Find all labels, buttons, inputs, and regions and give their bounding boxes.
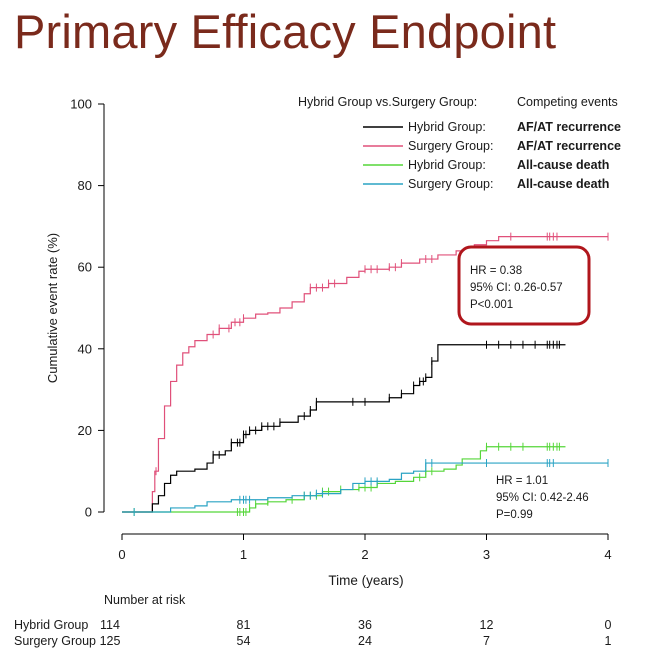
x-tick-label-3: 3 xyxy=(483,547,490,562)
risk-table-header: Number at risk xyxy=(104,593,186,607)
risk-value-0-3: 12 xyxy=(480,618,494,632)
legend: Hybrid Group vs.Surgery Group: Competing… xyxy=(298,95,621,191)
legend-group-0: Hybrid Group: xyxy=(408,120,486,134)
legend-group-1: Surgery Group: xyxy=(408,139,493,153)
y-tick-label-1: 20 xyxy=(78,423,92,438)
risk-value-0-0: 114 xyxy=(100,618,120,632)
risk-value-1-0: 125 xyxy=(100,634,121,648)
x-tick-label-0: 0 xyxy=(118,547,125,562)
hr-death-line-1: 95% CI: 0.42-2.46 xyxy=(496,492,589,504)
hr-death-line-0: HR = 1.01 xyxy=(496,475,548,487)
hr-recurrence-line-2: P<0.001 xyxy=(470,299,513,311)
legend-event-0: AF/AT recurrence xyxy=(517,120,621,134)
y-tick-label-0: 0 xyxy=(85,505,92,520)
slide-title: Primary Efficacy Endpoint xyxy=(14,5,557,58)
x-tick-label-2: 2 xyxy=(361,547,368,562)
legend-header-left: Hybrid Group vs.Surgery Group: xyxy=(298,95,477,109)
risk-row-label-surgery: Surgery Group xyxy=(14,634,96,648)
legend-header-right: Competing events xyxy=(517,95,618,109)
legend-event-3: All-cause death xyxy=(517,177,609,191)
risk-value-1-1: 54 xyxy=(237,634,251,648)
legend-group-2: Hybrid Group: xyxy=(408,158,486,172)
x-axis-label: Time (years) xyxy=(328,573,403,588)
legend-event-1: AF/AT recurrence xyxy=(517,139,621,153)
hr-death-line-2: P=0.99 xyxy=(496,509,533,521)
hr-recurrence-line-0: HR = 0.38 xyxy=(470,265,522,277)
risk-row-label-hybrid: Hybrid Group xyxy=(14,618,88,632)
risk-value-0-4: 0 xyxy=(605,618,612,632)
hr-annotation-death: HR = 1.01 95% CI: 0.42-2.46 P=0.99 xyxy=(496,475,589,521)
risk-value-0-1: 81 xyxy=(237,618,251,632)
y-tick-label-4: 80 xyxy=(78,178,92,193)
legend-entry-2: Hybrid Group: All-cause death xyxy=(363,158,609,172)
legend-group-3: Surgery Group: xyxy=(408,177,493,191)
risk-table: Number at risk Hybrid Group Surgery Grou… xyxy=(14,593,612,648)
risk-value-1-4: 1 xyxy=(605,634,612,648)
hr-recurrence-line-1: 95% CI: 0.26-0.57 xyxy=(470,282,563,294)
x-tick-label-1: 1 xyxy=(240,547,247,562)
legend-entry-1: Surgery Group: AF/AT recurrence xyxy=(363,139,621,153)
risk-value-1-2: 24 xyxy=(358,634,372,648)
y-tick-label-5: 100 xyxy=(70,97,92,112)
hr-box-outline xyxy=(457,245,591,326)
legend-entry-3: Surgery Group: All-cause death xyxy=(363,177,609,191)
hr-annotation-recurrence: HR = 0.38 95% CI: 0.26-0.57 P<0.001 xyxy=(457,245,591,326)
y-tick-label-3: 60 xyxy=(78,260,92,275)
legend-event-2: All-cause death xyxy=(517,158,609,172)
risk-values: 114 81 36 12 0 125 54 24 7 1 xyxy=(100,618,612,648)
risk-value-1-3: 7 xyxy=(483,634,490,648)
axes: 0 20 40 60 80 100 0 1 2 3 4 xyxy=(70,97,611,563)
y-axis-label: Cumulative event rate (%) xyxy=(45,233,60,383)
legend-entry-0: Hybrid Group: AF/AT recurrence xyxy=(363,120,621,134)
x-tick-label-4: 4 xyxy=(604,547,611,562)
risk-value-0-2: 36 xyxy=(358,618,372,632)
series-layer xyxy=(122,232,609,516)
y-tick-label-2: 40 xyxy=(78,341,92,356)
